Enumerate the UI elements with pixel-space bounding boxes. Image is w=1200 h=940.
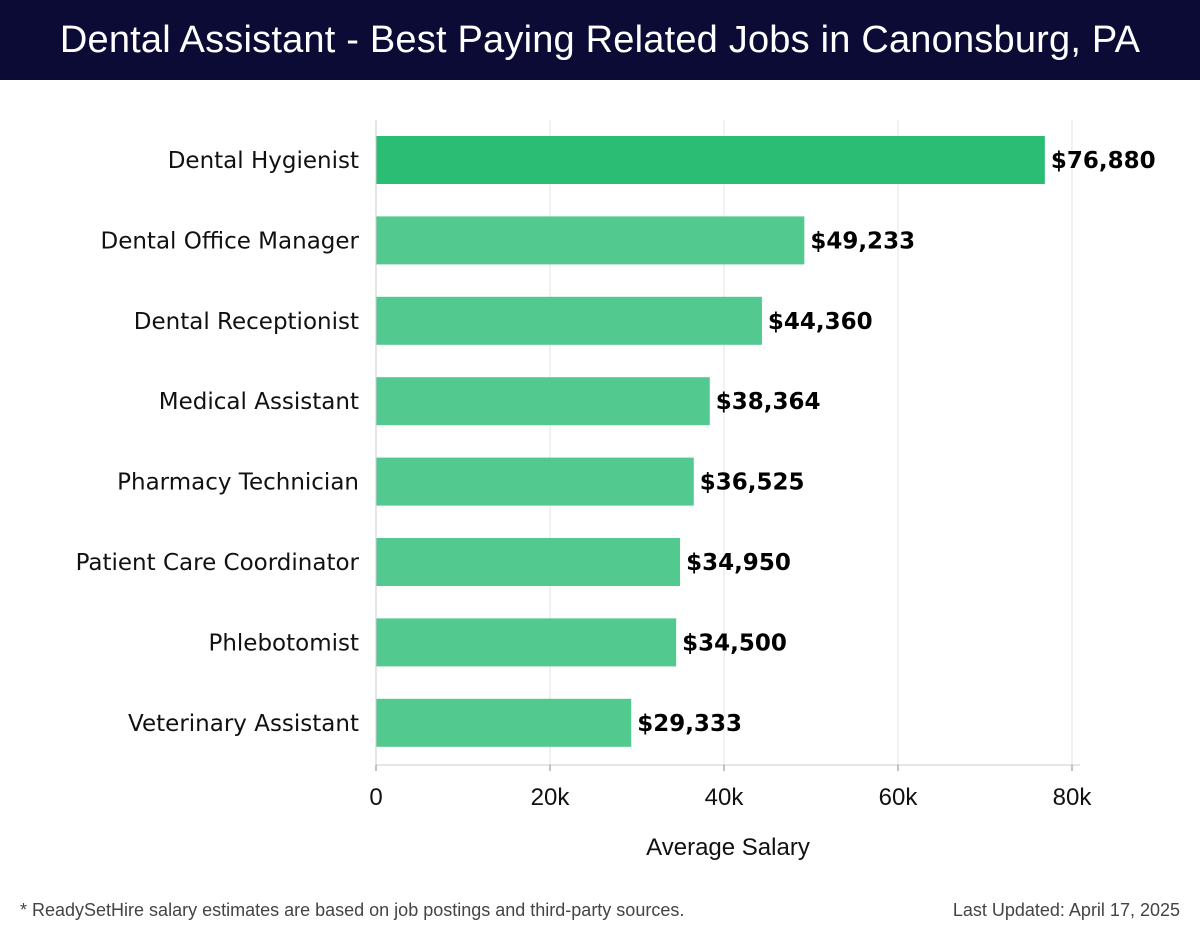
category-label: Dental Office Manager [100,228,359,254]
x-axis-title: Average Salary [646,834,810,861]
x-tick-label: 80k [1053,784,1093,811]
value-label: $34,950 [686,550,791,576]
axes: 0 20k 40k 60k 80k Dental Hygienist Dental Offi… [76,120,1093,811]
x-tick-label: 20k [531,784,571,811]
last-updated-label: Last Updated: [952,900,1065,920]
category-label: Dental Receptionist [134,309,359,335]
value-label: $34,500 [682,630,787,656]
bar [376,136,1045,184]
category-label: Patient Care Coordinator [76,550,360,576]
page-title: Dental Assistant - Best Paying Related J… [59,18,1141,61]
bar [376,698,632,747]
value-label: $49,233 [810,228,915,254]
category-label: Dental Hygienist [168,148,359,174]
value-label: $44,360 [768,309,873,335]
value-label: $38,364 [716,389,821,415]
value-label: $29,333 [637,711,742,737]
bar [376,618,677,667]
header-banner: Dental Assistant - Best Paying Related J… [0,0,1200,80]
category-label: Phlebotomist [208,630,359,656]
bars: $76,880 $49,233 $44,360 $38,364 $36,525 $34,9… [376,136,1156,747]
value-label: $76,880 [1051,148,1156,174]
category-label: Pharmacy Technician [117,470,359,496]
category-label: Medical Assistant [159,389,359,415]
x-tick-label: 0 [369,784,382,811]
bar [376,457,694,506]
x-tick-label: 40k [705,784,745,811]
x-tick-label: 60k [879,784,919,811]
bar [376,296,762,345]
last-updated-date: April 17, 2025 [1068,900,1180,920]
bar [376,538,681,586]
last-updated: Last Updated: April 17, 2025 [953,900,1180,921]
category-label: Veterinary Assistant [128,711,359,737]
footer-note: * ReadySetHire salary estimates are base… [20,900,685,920]
bar [376,216,805,265]
bar [376,377,710,426]
value-label: $36,525 [700,470,805,496]
salary-bar-chart: $76,880 $49,233 $44,360 $38,364 $36,525 $34,9… [76,120,1156,861]
